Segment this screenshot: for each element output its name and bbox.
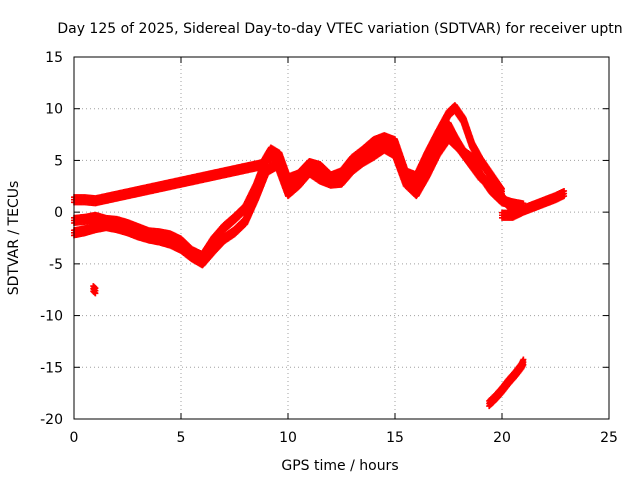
y-tick-label: 10 (45, 102, 63, 118)
y-axis-label: SDTVAR / TECUs (6, 181, 22, 296)
x-tick-label: 10 (279, 430, 297, 446)
y-tick-label: -15 (40, 360, 63, 376)
x-tick-label: 5 (177, 430, 186, 446)
x-tick-label: 25 (600, 430, 618, 446)
y-tick-label: 5 (54, 153, 63, 169)
x-tick-label: 0 (70, 430, 79, 446)
x-axis-label: GPS time / hours (281, 458, 398, 474)
y-tick-label: -10 (40, 309, 63, 325)
x-tick-label: 15 (386, 430, 404, 446)
data-points (71, 102, 568, 410)
x-tick-label: 20 (493, 430, 511, 446)
chart-title: Day 125 of 2025, Sidereal Day-to-day VTE… (57, 21, 622, 37)
y-tick-label: -5 (49, 257, 63, 273)
y-tick-label: -20 (40, 412, 63, 428)
y-tick-label: 0 (54, 205, 63, 221)
y-tick-label: 15 (45, 50, 63, 66)
